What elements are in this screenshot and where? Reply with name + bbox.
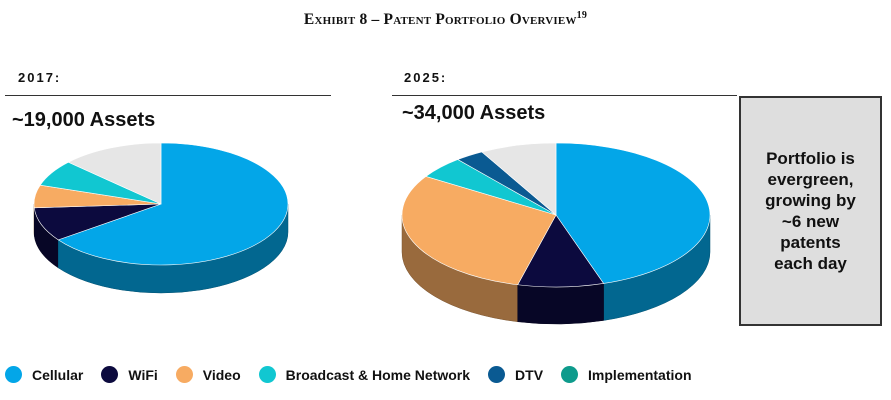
legend-item: Cellular [5, 366, 83, 383]
pie-slice-cellular [57, 142, 289, 266]
pie-chart-2025 [401, 142, 711, 325]
legend-swatch [101, 366, 119, 383]
chart-2025-rule [392, 95, 737, 96]
legend-swatch [258, 366, 276, 383]
footnote-marker: 19 [576, 10, 588, 21]
chart-2017-assets: ~19,000 Assets [12, 109, 156, 131]
legend-swatch [5, 366, 22, 383]
pie-side-wifi [517, 283, 604, 325]
legend-label: DTV [515, 366, 544, 383]
pie-chart-2017 [33, 142, 289, 294]
legend-swatch [488, 366, 506, 383]
legend: Cellular WiFi Video Broadcast & Home Networ… [5, 366, 710, 383]
legend-item: Implementation [561, 366, 692, 383]
portfolio-callout: Portfolio is evergreen, growing by ~6 ne… [739, 96, 882, 326]
legend-item: Broadcast & Home Network [258, 366, 471, 383]
legend-item: DTV [488, 366, 543, 383]
legend-label: Video [202, 366, 241, 383]
pie-slice-other [67, 142, 162, 205]
legend-item: WiFi [101, 366, 158, 383]
legend-label: Implementation [588, 366, 692, 383]
legend-item: Video [175, 366, 241, 383]
portfolio-callout-text: Portfolio is evergreen, growing by ~6 ne… [765, 149, 856, 273]
pie-slice-other [481, 142, 557, 216]
pie-slice-video [401, 176, 557, 286]
chart-2017-year: 2017: [18, 70, 62, 85]
legend-label: Cellular [32, 366, 84, 383]
chart-2025-year: 2025: [404, 70, 448, 85]
chart-2017-rule [5, 95, 331, 96]
legend-label: Broadcast & Home Network [285, 366, 471, 383]
exhibit-title: Exhibit 8 – Patent Portfolio Overview19 [0, 10, 891, 29]
legend-swatch [175, 366, 193, 383]
pie-slice-cellular [555, 142, 711, 284]
chart-2025-assets: ~34,000 Assets [402, 102, 546, 124]
exhibit-title-text: Exhibit 8 – Patent Portfolio Overview [303, 11, 577, 29]
legend-swatch [561, 366, 579, 383]
legend-label: WiFi [128, 366, 158, 383]
pie-slice-wifi [517, 214, 605, 288]
